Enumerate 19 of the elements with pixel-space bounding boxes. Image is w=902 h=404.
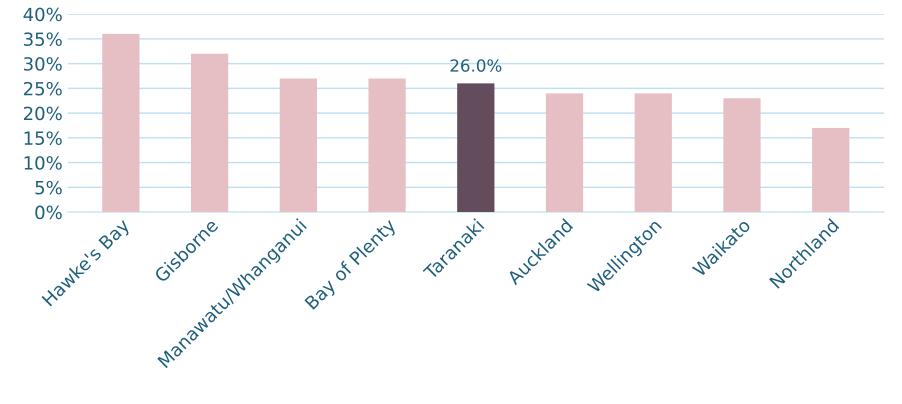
bar bbox=[723, 98, 761, 212]
bar bbox=[812, 128, 850, 212]
y-tick-label: 20% bbox=[24, 106, 62, 120]
y-tick-label: 10% bbox=[24, 156, 62, 170]
bar bbox=[280, 78, 317, 212]
y-tick-label: 25% bbox=[24, 82, 62, 96]
data-label: 26.0% bbox=[450, 59, 502, 72]
bar bbox=[457, 83, 494, 212]
bar bbox=[368, 78, 406, 212]
bar bbox=[102, 34, 140, 212]
y-tick-label: 15% bbox=[24, 131, 62, 145]
bar bbox=[190, 54, 228, 212]
y-tick-label: 5% bbox=[36, 180, 62, 194]
y-tick-label: 40% bbox=[24, 8, 62, 22]
bar bbox=[546, 93, 584, 212]
y-tick-label: 30% bbox=[24, 57, 62, 71]
bar bbox=[634, 93, 672, 212]
y-tick-label: 0% bbox=[35, 206, 62, 220]
y-tick-label: 35% bbox=[24, 32, 62, 46]
